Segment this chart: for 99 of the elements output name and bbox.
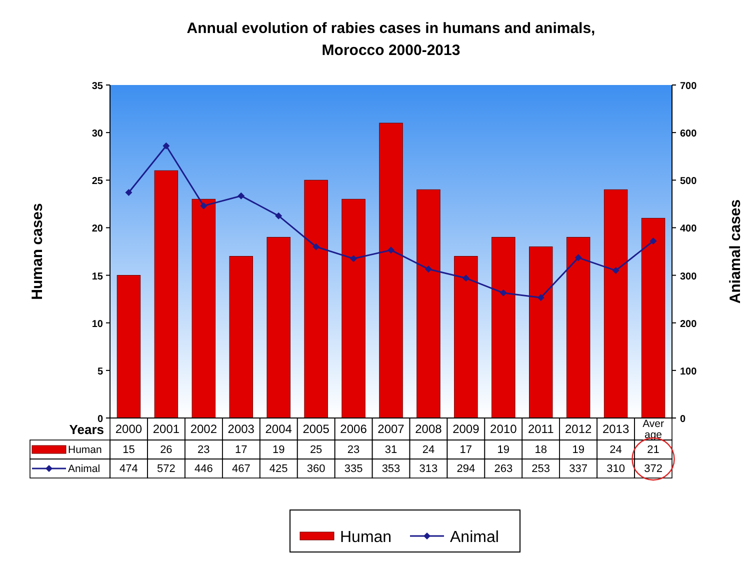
point [200,202,208,210]
bar [529,246,553,418]
y-tick-label: 30 [92,128,104,140]
y-tick-label: 5 [97,366,104,378]
data-label: 253 [532,463,550,475]
point [574,254,582,262]
bar [641,218,666,418]
data-label: 19 [272,444,285,456]
y-tick-label: 15 [92,271,104,282]
x-tick-label: 2008 [415,422,442,436]
point [650,238,657,245]
y2-tick-label: 300 [680,271,698,282]
y2-tick-label: 0 [680,414,686,425]
x-axis-title: Years [69,422,104,437]
point [312,243,320,250]
y2-tick-label: 200 [680,318,698,330]
point [462,274,470,282]
text: Human [340,529,392,546]
point [612,267,620,274]
x-tick-label: 2011 [528,422,554,436]
data-label: 25 [310,444,322,456]
point [537,294,544,302]
data-label: 313 [419,463,438,475]
data-label: 335 [344,463,363,475]
point [162,142,170,150]
point [500,289,507,296]
chart-title: Annual evolution of rabies cases in humans and animals, Morocco 2000-2013 [186,20,596,59]
text: Animal [450,529,499,546]
y2-tick-label: 400 [680,224,698,235]
x-tick-label: 2000 [115,422,142,436]
bar [116,275,141,418]
data-label: 15 [122,444,135,456]
point [388,246,394,254]
bar [492,236,516,418]
data-label: 21 [647,444,660,456]
data-label: 19 [497,444,510,456]
point [238,192,245,200]
x-tick-label: 2004 [265,422,292,436]
legend-label: Human [68,444,102,456]
y-tick-label: 35 [92,81,104,92]
bar [229,256,253,418]
y-tick-label: 25 [92,176,104,188]
data-label: 294 [456,463,476,475]
data-label: 23 [347,444,360,456]
x-tick-label: 2005 [302,422,330,436]
y-tick-label: 20 [92,224,104,235]
legend-label: Animal [68,463,100,475]
data-label: 572 [157,463,176,475]
data-label: 337 [569,463,588,475]
y2-tick-label: 600 [680,128,698,140]
data-label: 263 [494,463,513,475]
bar [304,180,328,418]
y-tick-label: 10 [92,318,104,330]
y2-tick-label: 500 [680,176,698,188]
bar [342,198,366,418]
x-tick-label: 2001 [152,422,180,436]
data-label: 446 [194,463,213,475]
data-label: 26 [160,444,172,456]
data-label: 24 [610,444,622,456]
point [424,266,432,273]
bar [154,170,178,418]
data-label: 18 [534,444,547,456]
data-label: 360 [306,463,326,475]
data-label: 425 [269,463,288,475]
bar [192,198,216,418]
x-tick-label: Average [642,418,664,441]
point [125,189,132,196]
bar [604,189,628,418]
data-label: 353 [382,463,400,475]
y-tick-label: 0 [97,414,104,425]
bar [566,236,590,418]
x-tick-label: 2012 [564,422,592,436]
x-tick-label: 2002 [190,422,218,436]
data-label: 19 [572,444,584,456]
data-label: 31 [384,444,398,456]
x-tick-label: 2006 [340,422,368,436]
x-tick-label: 2003 [228,422,255,436]
x-tick-label: 2007 [378,422,405,436]
data-label: 474 [120,463,138,475]
y2-tick-label: 700 [680,81,698,92]
data-label: 17 [460,444,472,456]
x-tick-label: 2013 [602,422,630,436]
bar [416,189,440,418]
point [275,212,282,220]
x-tick-label: 2009 [452,422,480,436]
data-label: 310 [606,463,625,475]
x-tick-label: 2010 [490,422,518,436]
y2-axis-title: Aniamal cases [727,199,744,304]
bar [454,256,478,418]
data-label: 23 [198,444,210,456]
data-label: 372 [644,463,662,475]
y2-tick-label: 100 [680,366,698,378]
data-label: 17 [235,444,248,456]
data-label: 467 [232,463,250,475]
bar [379,122,403,418]
point [350,255,358,262]
data-label: 24 [422,444,435,456]
bar [266,236,290,418]
y-axis-title: Human cases [29,203,46,300]
